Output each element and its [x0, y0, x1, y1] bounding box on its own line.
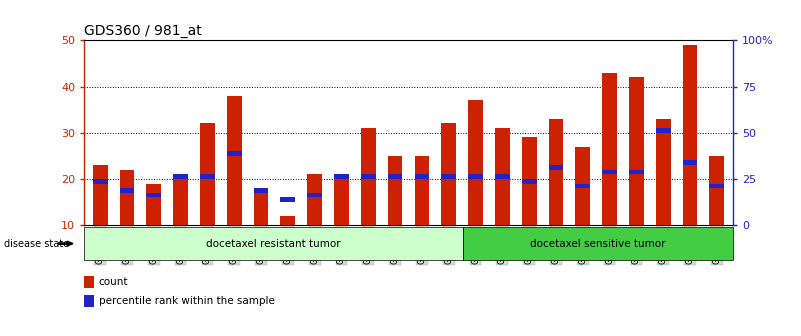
Bar	[93, 165, 107, 225]
Bar	[147, 193, 161, 198]
Bar	[280, 198, 296, 202]
Bar	[575, 146, 590, 225]
Bar	[200, 174, 215, 179]
Bar	[441, 124, 456, 225]
Text: docetaxel resistant tumor: docetaxel resistant tumor	[206, 239, 340, 249]
Bar	[521, 137, 537, 225]
Bar	[361, 128, 376, 225]
Bar	[415, 174, 429, 179]
Bar	[334, 174, 349, 179]
Text: docetaxel sensitive tumor: docetaxel sensitive tumor	[530, 239, 666, 249]
Bar	[468, 100, 483, 225]
Bar	[495, 174, 509, 179]
Bar	[468, 174, 483, 179]
Bar	[308, 174, 322, 225]
Bar	[227, 96, 242, 225]
Bar	[682, 161, 698, 165]
Text: count: count	[99, 277, 128, 287]
Bar	[388, 174, 402, 179]
Bar	[254, 188, 268, 225]
Bar	[200, 124, 215, 225]
Bar	[602, 170, 617, 174]
Bar	[656, 128, 670, 133]
Text: GDS360 / 981_at: GDS360 / 981_at	[84, 24, 202, 38]
Bar	[656, 119, 670, 225]
Bar	[495, 128, 509, 225]
Bar	[629, 170, 644, 174]
Bar	[710, 156, 724, 225]
Bar	[119, 188, 135, 193]
Bar	[227, 151, 242, 156]
Bar	[361, 174, 376, 179]
Bar	[173, 174, 188, 179]
Text: percentile rank within the sample: percentile rank within the sample	[99, 296, 275, 306]
Bar	[280, 216, 296, 225]
Bar	[119, 170, 135, 225]
Bar	[334, 174, 349, 225]
Bar	[173, 174, 188, 225]
Bar	[710, 183, 724, 188]
Bar	[147, 183, 161, 225]
Bar	[254, 188, 268, 193]
Bar	[93, 179, 107, 183]
Bar	[308, 193, 322, 198]
Bar	[629, 77, 644, 225]
Bar	[388, 156, 402, 225]
Bar	[441, 174, 456, 179]
Bar	[682, 45, 698, 225]
Bar	[575, 183, 590, 188]
Text: disease state: disease state	[4, 239, 69, 249]
Bar	[602, 73, 617, 225]
Bar	[549, 119, 563, 225]
Bar	[549, 165, 563, 170]
Bar	[521, 179, 537, 183]
Bar	[415, 156, 429, 225]
